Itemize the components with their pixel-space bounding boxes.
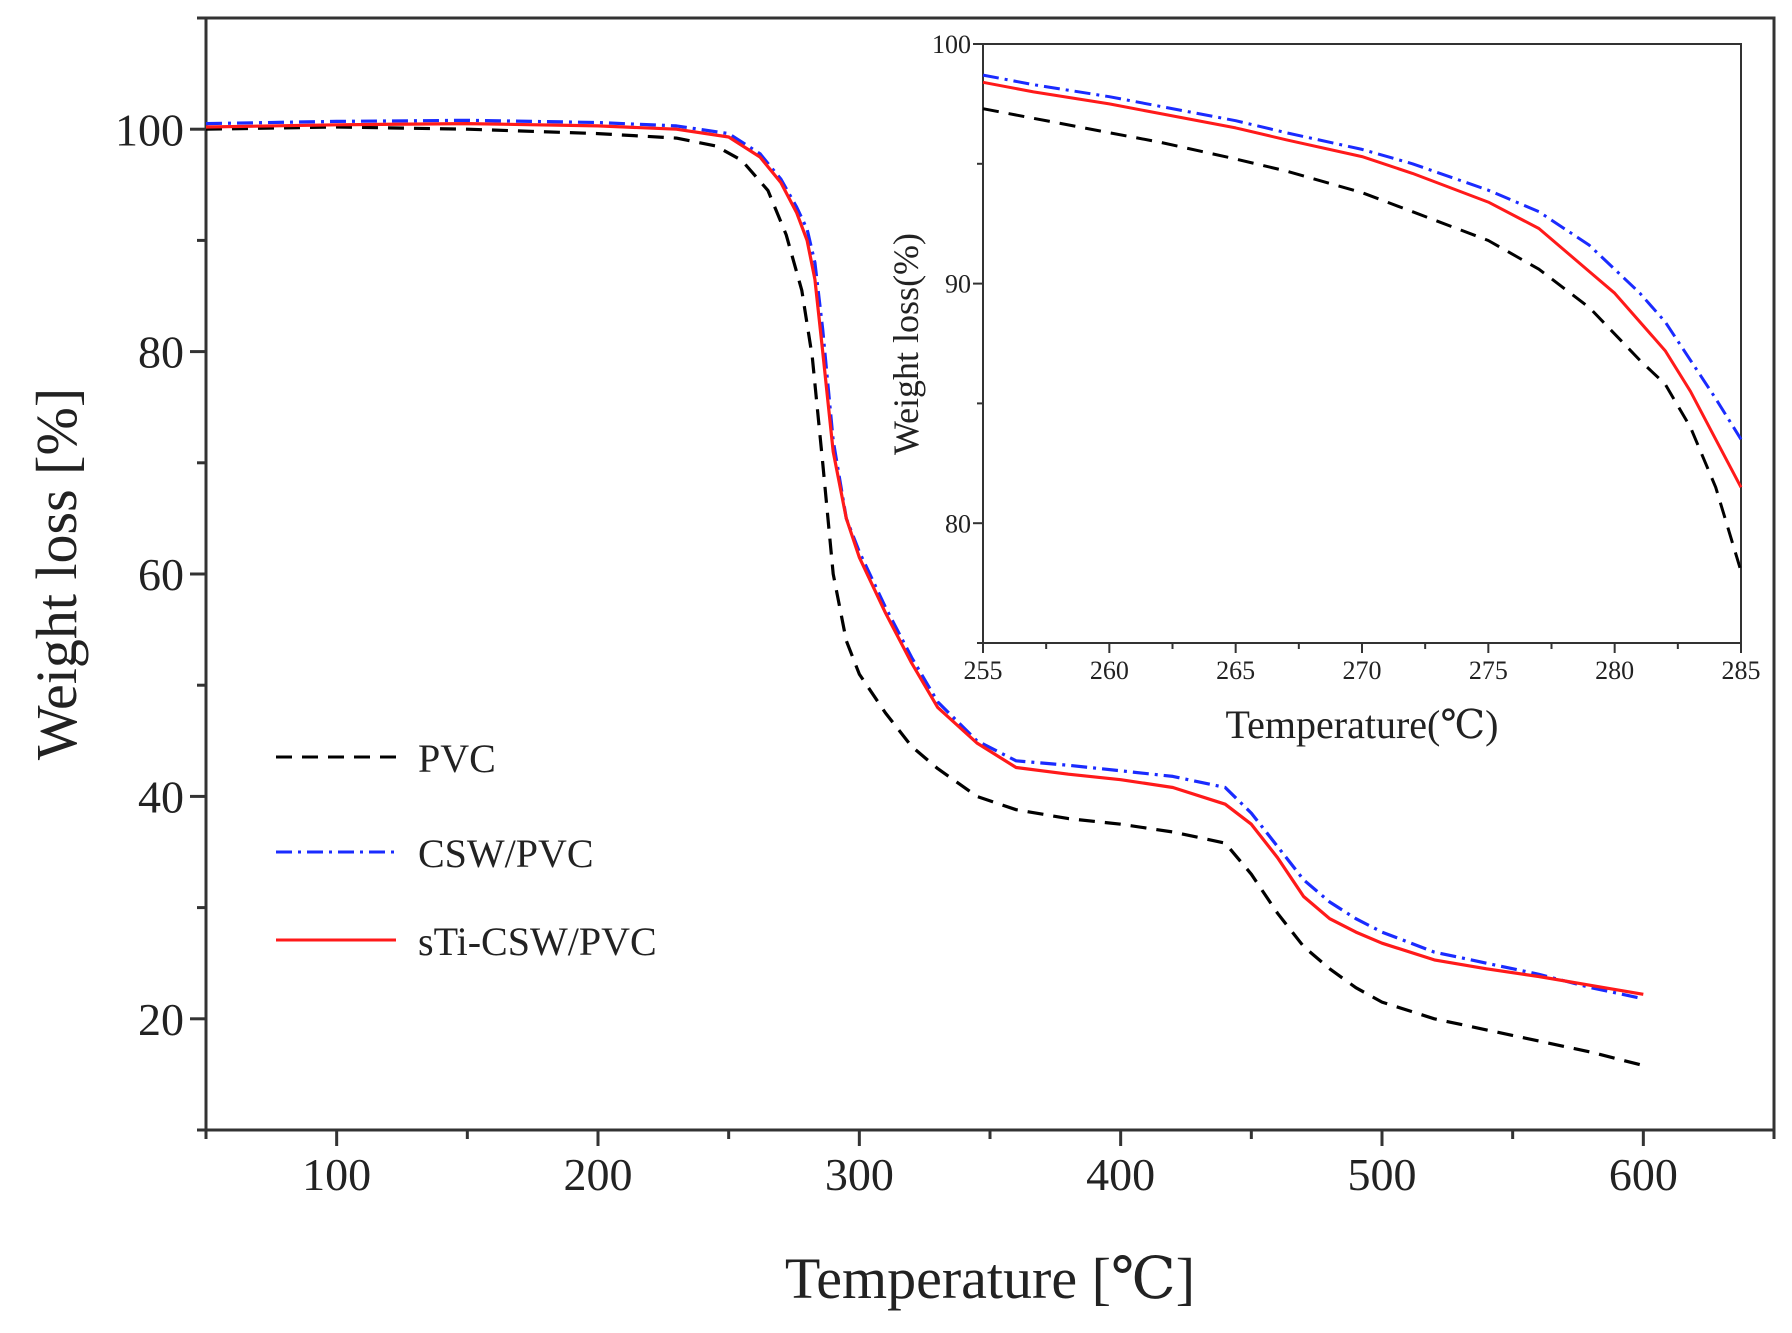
x-tick-label: 400 <box>1086 1149 1155 1200</box>
y-tick-label: 20 <box>138 994 184 1045</box>
y-tick-label: 100 <box>115 104 184 155</box>
y-tick-label: 40 <box>138 772 184 823</box>
y-tick-label: 90 <box>945 270 971 299</box>
y-tick-label: 80 <box>138 327 184 378</box>
legend: PVC CSW/PVC sTi-CSW/PVC <box>276 736 657 964</box>
series-line-pvc <box>982 107 1743 572</box>
x-tick-label: 280 <box>1595 656 1634 685</box>
series-line-sti-csw-pvc <box>205 122 1644 996</box>
x-tick-label: 300 <box>825 1149 894 1200</box>
legend-label-pvc: PVC <box>418 736 496 781</box>
x-tick-label: 100 <box>302 1149 371 1200</box>
y-tick-label: 60 <box>138 549 184 600</box>
series-line-csw-pvc <box>982 73 1743 441</box>
series-line-pvc <box>205 125 1644 1068</box>
series-line-sti-csw-pvc <box>982 80 1743 488</box>
legend-label-sti-csw-pvc: sTi-CSW/PVC <box>418 919 657 964</box>
main-ticks: 100 200 300 400 500 600 20 40 60 80 100 <box>115 16 1776 1200</box>
x-tick-label: 255 <box>964 656 1003 685</box>
legend-label-csw-pvc: CSW/PVC <box>418 831 594 876</box>
x-tick-label: 600 <box>1609 1149 1678 1200</box>
series-line-csw-pvc <box>205 118 1644 1001</box>
main-series <box>205 118 1644 1068</box>
main-y-axis-title: Weight loss [%] <box>24 388 89 760</box>
inset-plot-frame <box>982 43 1742 644</box>
inset-series <box>982 73 1743 572</box>
x-tick-label: 260 <box>1090 656 1129 685</box>
x-tick-label: 500 <box>1348 1149 1417 1200</box>
inset-x-axis-title: Temperature(℃) <box>1226 702 1499 747</box>
x-tick-label: 270 <box>1343 656 1382 685</box>
x-tick-label: 265 <box>1216 656 1255 685</box>
inset-ticks: 255 260 265 270 275 280 285 80 90 100 <box>932 30 1761 685</box>
y-tick-label: 80 <box>945 509 971 538</box>
y-tick-label: 100 <box>932 30 971 59</box>
main-x-axis-title: Temperature [℃] <box>785 1246 1195 1311</box>
x-tick-label: 200 <box>564 1149 633 1200</box>
x-tick-label: 275 <box>1469 656 1508 685</box>
x-tick-label: 285 <box>1722 656 1761 685</box>
inset-y-axis-title: Weight loss(%) <box>886 233 926 455</box>
